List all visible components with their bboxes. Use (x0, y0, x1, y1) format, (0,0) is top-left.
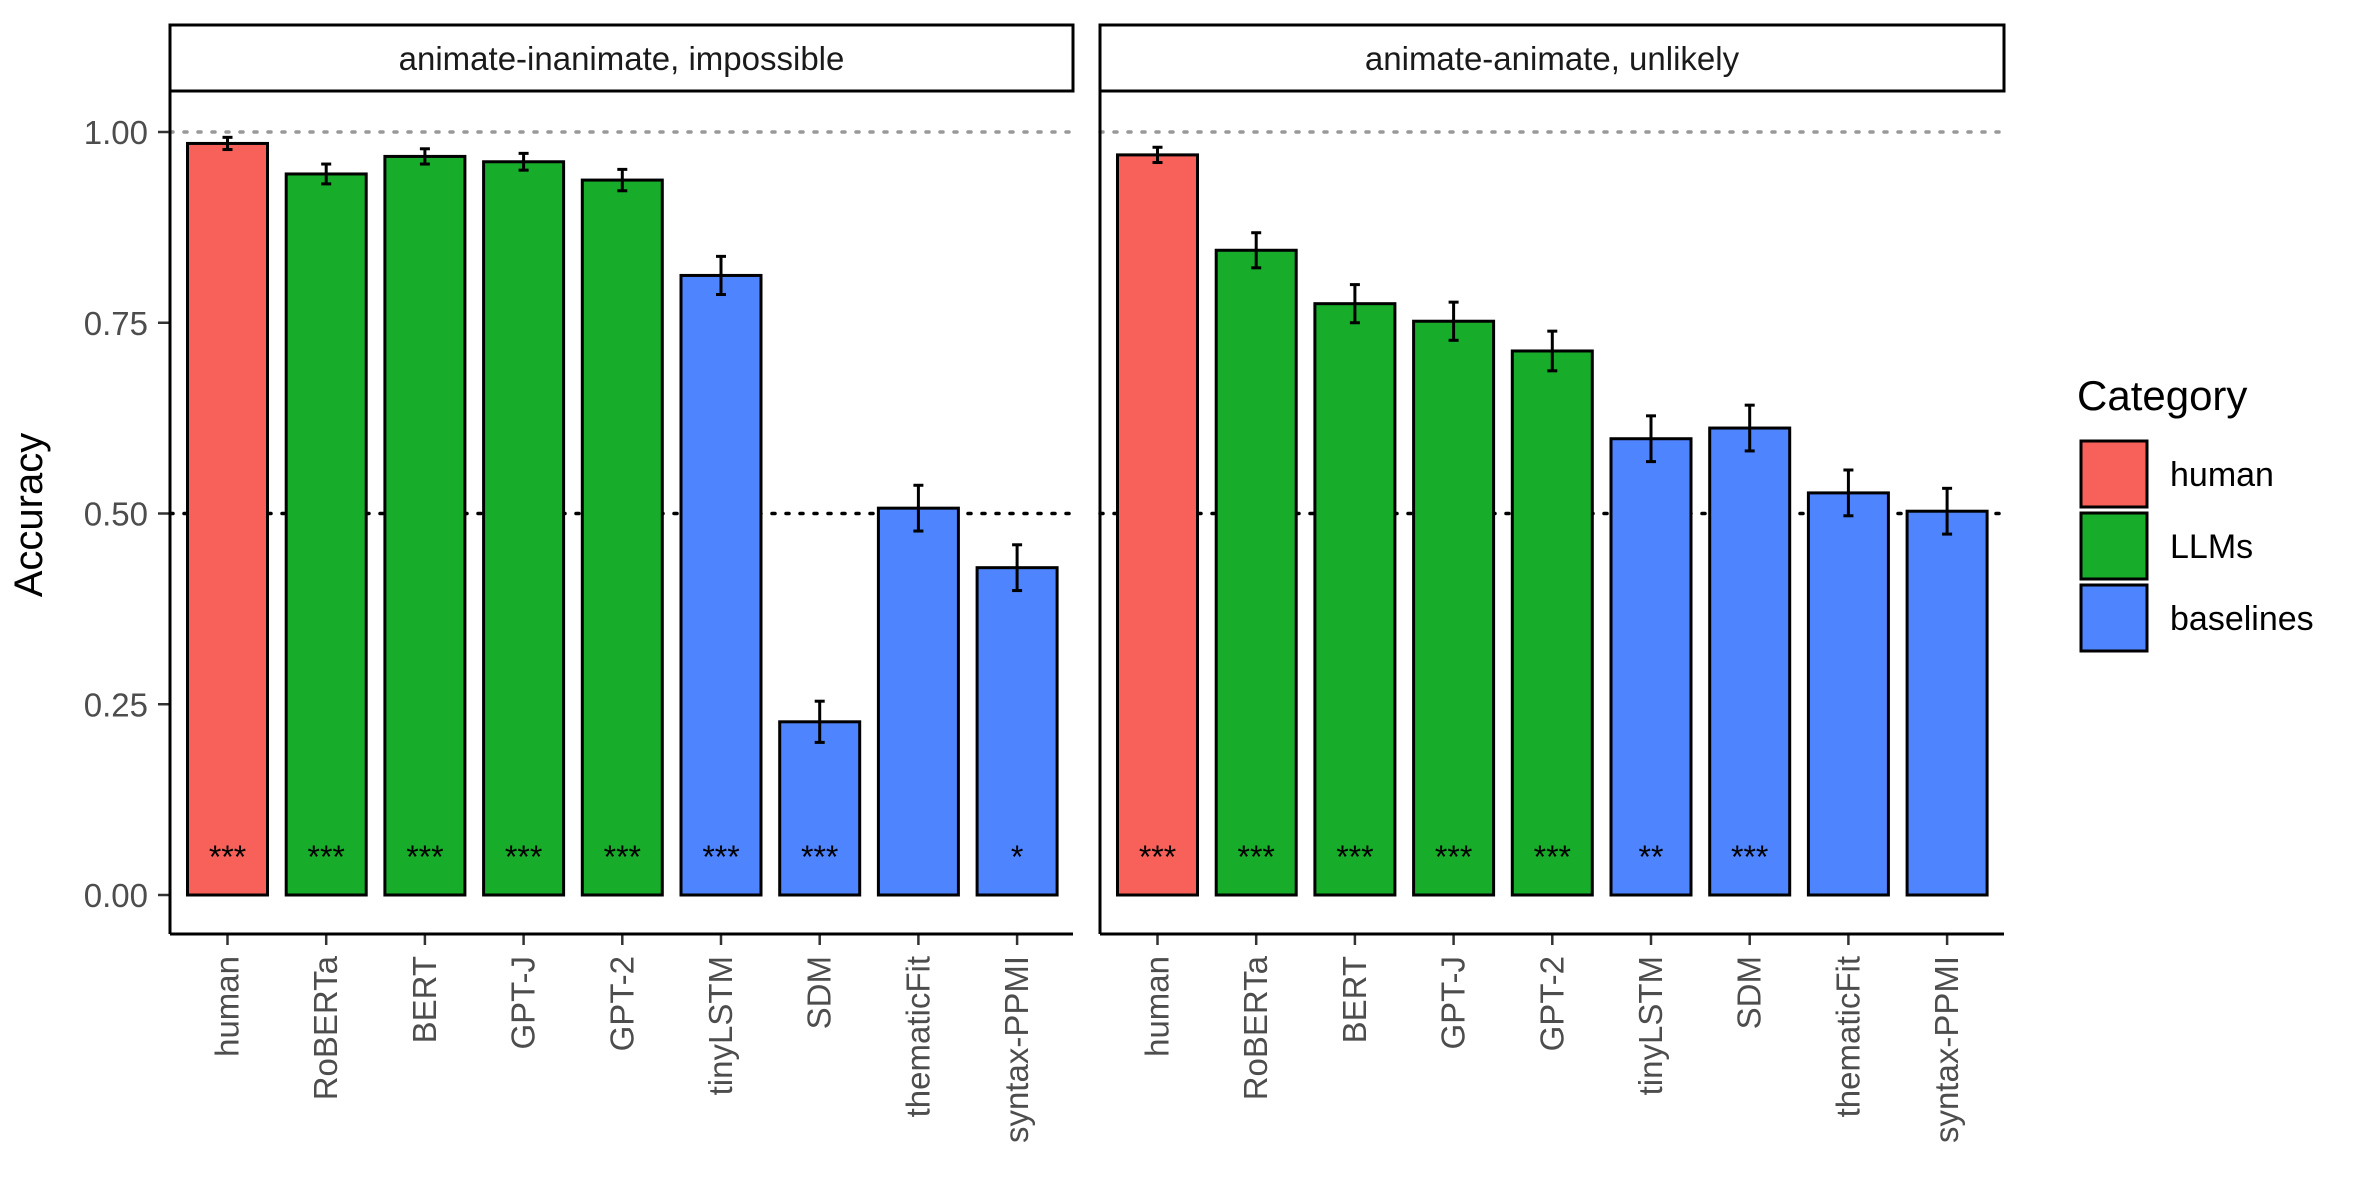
significance-label: *** (1435, 839, 1472, 875)
significance-label: *** (604, 839, 641, 875)
significance-label: *** (505, 839, 542, 875)
y-tick-label: 0.00 (84, 877, 148, 914)
bar (1116, 153, 1199, 897)
bar (1313, 302, 1397, 897)
significance-label: *** (1336, 839, 1373, 875)
x-tick-label: tinyLSTM (702, 956, 739, 1095)
x-tick-label: BERT (406, 956, 443, 1043)
y-tick-label: 1.00 (84, 114, 148, 151)
bar (1708, 426, 1792, 897)
bar (975, 566, 1059, 897)
x-tick-label: syntax-PPMI (1928, 956, 1965, 1143)
x-tick-label: thematicFit (899, 956, 936, 1117)
bar (186, 141, 269, 897)
x-tick-label: syntax-PPMI (998, 956, 1035, 1143)
x-tick-label: RoBERTa (1237, 955, 1274, 1100)
legend-label-human: human (2170, 456, 2274, 494)
bar (1510, 349, 1594, 897)
y-tick-label: 0.25 (84, 686, 148, 723)
x-tick-label: human (209, 956, 246, 1057)
legend-label-llms: LLMs (2170, 528, 2253, 566)
y-tick-label: 0.75 (84, 305, 148, 342)
significance-label: *** (1534, 839, 1571, 875)
facet-strip (168, 23, 1075, 93)
significance-label: *** (209, 839, 246, 875)
legend-title: Category (2077, 372, 2247, 419)
significance-label: *** (406, 839, 443, 875)
x-tick-label: GPT-2 (1533, 956, 1570, 1051)
x-tick-label: RoBERTa (307, 955, 344, 1100)
bar (1214, 248, 1298, 897)
significance-label: *** (308, 839, 345, 875)
bar (1806, 491, 1890, 897)
bar (1905, 509, 1989, 897)
x-tick-label: GPT-J (505, 956, 542, 1050)
x-tick-label: GPT-2 (603, 956, 640, 1051)
x-tick-label: tinyLSTM (1632, 956, 1669, 1095)
legend-key-baselines (2079, 583, 2149, 653)
bar (580, 178, 664, 897)
significance-label: *** (1731, 839, 1768, 875)
significance-label: * (1011, 839, 1023, 875)
bar (284, 172, 368, 897)
x-tick-label: BERT (1336, 956, 1373, 1043)
bar (679, 273, 763, 897)
y-tick-label: 0.50 (84, 496, 148, 533)
x-tick-label: thematicFit (1829, 956, 1866, 1117)
bar (876, 506, 960, 897)
significance-label: *** (1139, 839, 1176, 875)
facet-strip (1098, 23, 2006, 93)
y-axis-title: Accuracy (7, 433, 51, 598)
significance-label: *** (702, 839, 739, 875)
significance-label: ** (1639, 839, 1664, 875)
bar (1609, 437, 1693, 897)
x-tick-label: human (1139, 956, 1176, 1057)
facet-panel: animate-inanimate, impossible***human***… (168, 23, 1075, 1143)
legend-key-human (2079, 439, 2149, 509)
bar (482, 160, 566, 897)
legend: Category human LLMs baselines (2077, 372, 2314, 653)
x-tick-label: GPT-J (1435, 956, 1472, 1050)
significance-label: *** (1238, 839, 1275, 875)
facet-title: animate-inanimate, impossible (399, 40, 845, 77)
facet-panel: animate-animate, unlikely *** human *** RoBE… (1098, 23, 2006, 1143)
bar (383, 154, 467, 897)
legend-key-llms (2079, 511, 2149, 581)
legend-label-baselines: baselines (2170, 600, 2314, 638)
x-tick-label: SDM (1731, 956, 1768, 1029)
significance-label: *** (801, 839, 838, 875)
x-tick-label: SDM (801, 956, 838, 1029)
bar (1412, 319, 1496, 897)
facet-title: animate-animate, unlikely (1365, 40, 1740, 77)
